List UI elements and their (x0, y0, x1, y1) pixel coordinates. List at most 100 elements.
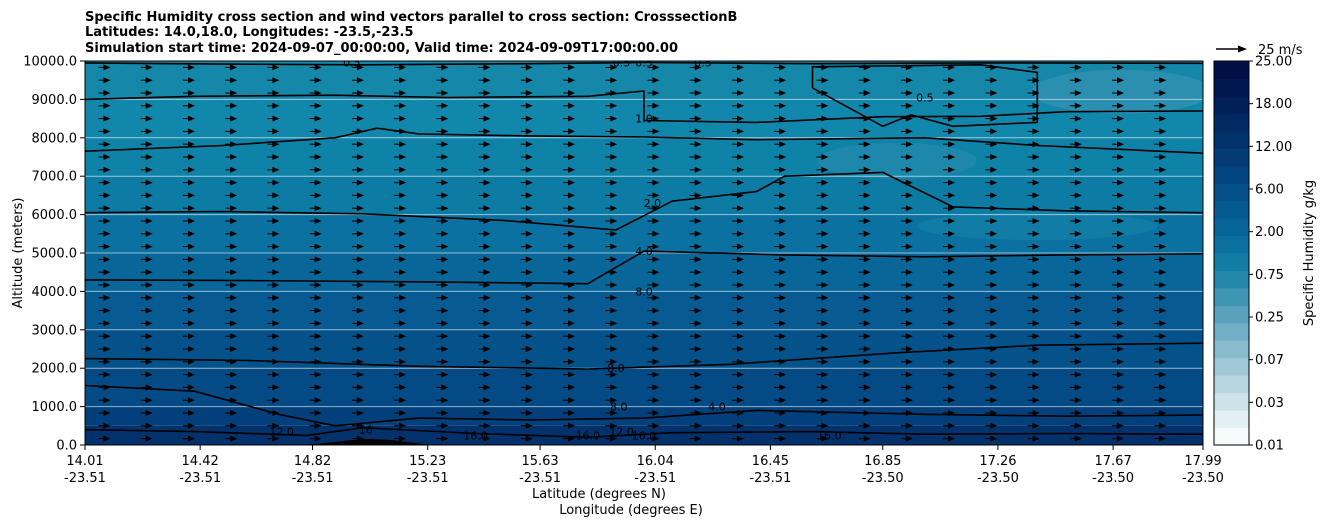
wind-vector-head (272, 102, 280, 109)
wind-vector-head (905, 128, 913, 135)
gridlines (85, 98, 1203, 408)
wind-vector-head (779, 166, 787, 173)
wind-vector-head (230, 384, 238, 391)
y-tick-label: 0.0 (56, 439, 77, 454)
colorbar-tick-label: 0.03 (1255, 396, 1284, 411)
wind-vector-head (399, 294, 407, 301)
wind-vector-head (779, 346, 787, 352)
y-tick-label: 1000.0 (32, 400, 78, 415)
wind-vector-head (652, 115, 660, 122)
wind-vector-head (779, 64, 787, 71)
wind-vector-head (441, 384, 449, 391)
title-line-2: Latitudes: 14.0,18.0, Longitudes: -23.5,… (85, 25, 414, 40)
wind-vector-head (356, 307, 364, 314)
wind-vector-head (441, 166, 449, 173)
wind-vector-head (948, 422, 956, 429)
colorbar-segment (1214, 375, 1249, 394)
wind-vector-head (610, 384, 618, 391)
wind-vector-head (652, 397, 660, 404)
wind-vector-head (736, 166, 744, 173)
wind-vector-head (610, 128, 618, 135)
wind-vector-head (1159, 166, 1167, 173)
wind-vector-head (399, 230, 407, 237)
wind-vector-head (145, 154, 153, 160)
wind-vector-head (272, 179, 280, 186)
contour-label: 8.0 (610, 401, 628, 414)
wind-vector-head (652, 435, 660, 442)
wind-vector-head (525, 320, 533, 327)
wind-vector-head (948, 141, 956, 148)
wind-vector-head (948, 256, 956, 263)
wind-vector-head (610, 115, 618, 122)
colorbar-segment (1214, 305, 1249, 324)
wind-vector-head (103, 154, 111, 160)
wind-vector-head (568, 102, 576, 109)
wind-vector-head (314, 333, 322, 340)
wind-vector-head (821, 358, 829, 365)
wind-vector-head (314, 179, 322, 186)
wind-vector-head (863, 410, 871, 416)
wind-vector-head (272, 307, 280, 314)
wind-vector-head (568, 64, 576, 71)
wind-vector-head (863, 384, 871, 391)
wind-vector-head (145, 218, 153, 224)
wind-vector-head (990, 256, 998, 263)
wind-vector-head (145, 346, 153, 352)
wind-vector-head (736, 192, 744, 199)
x-tick-label-lat: 15.63 (521, 454, 558, 469)
wind-vector-head (441, 333, 449, 340)
colorbar-segment (1214, 218, 1249, 237)
wind-vector-head (652, 166, 660, 173)
wind-vector-head (399, 166, 407, 173)
wind-vector-head (779, 435, 787, 442)
colorbar-segment (1214, 165, 1249, 184)
wind-vector-head (441, 115, 449, 122)
wind-vector-head (145, 192, 153, 199)
wind-vector-head (272, 166, 280, 173)
wind-vector-head (145, 410, 153, 416)
wind-vector-head (145, 115, 153, 122)
wind-vector-head (145, 320, 153, 327)
wind-vector-head (736, 218, 744, 224)
colorbar-tick-label: 0.25 (1255, 311, 1284, 326)
wind-vector-head (948, 166, 956, 173)
contour-label: 16.0 (632, 429, 657, 442)
wind-vector-head (525, 102, 533, 109)
wind-vector-head (1074, 128, 1082, 135)
wind-vector-head (187, 128, 195, 135)
contour-label: 16.0 (463, 429, 488, 442)
wind-vector-head (694, 166, 702, 173)
wind-vector-head (483, 346, 491, 352)
wind-vector-head (399, 346, 407, 352)
wind-vector-head (1032, 269, 1040, 276)
wind-vector-head (1032, 141, 1040, 148)
wind-vector-head (441, 192, 449, 199)
wind-vector-head (441, 282, 449, 288)
wind-vector-head (441, 256, 449, 263)
wind-vector-head (779, 128, 787, 135)
wind-vector-head (272, 410, 280, 416)
wind-vector-head (314, 282, 322, 288)
wind-vector-head (1032, 320, 1040, 327)
contour-labels: 0.5 0.5 0.5 0.5 0.5 1.0 2.0 4.0 8.0 8.0 8.0 4.0 12.0… (269, 61, 933, 442)
wind-vector-head (736, 256, 744, 263)
wind-vector-head (399, 282, 407, 288)
wind-vector-head (187, 243, 195, 250)
wind-vector-head (187, 256, 195, 263)
wind-vector-head (694, 358, 702, 365)
wind-vector-head (905, 346, 913, 352)
contour-label: 12.0 (609, 426, 634, 439)
wind-vector-head (652, 333, 660, 340)
wind-vector-head (610, 256, 618, 263)
wind-vector-head (187, 371, 195, 378)
wind-vector-head (863, 205, 871, 212)
wind-vector-head (1032, 243, 1040, 250)
wind-vector-head (483, 192, 491, 199)
wind-vector-head (356, 141, 364, 148)
y-tick-label: 10000.0 (23, 55, 77, 70)
wind-vector-head (483, 307, 491, 314)
wind-vector-head (441, 422, 449, 429)
colorbar-tick-label: 0.75 (1255, 268, 1284, 283)
wind-vector-head (441, 371, 449, 378)
wind-vector-head (568, 128, 576, 135)
